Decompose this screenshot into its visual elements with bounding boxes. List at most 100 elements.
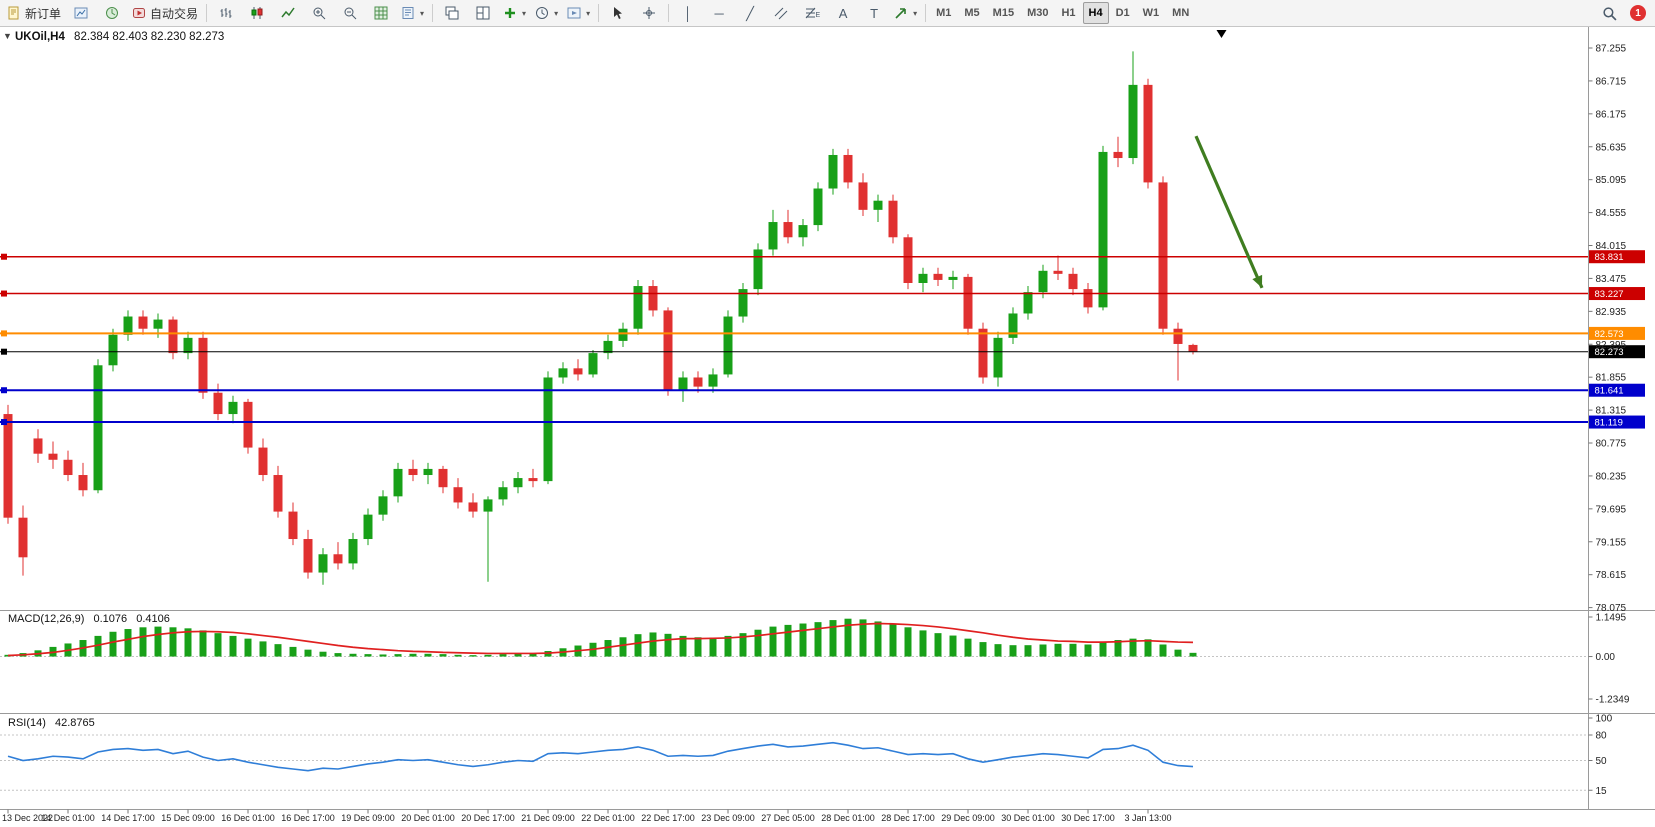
- time-axis-label[interactable]: 23 Dec 09:00: [701, 813, 755, 823]
- chart-shift-icon: [567, 7, 581, 19]
- time-axis-label[interactable]: 21 Dec 09:00: [521, 813, 575, 823]
- period-button[interactable]: ▾: [531, 1, 562, 25]
- cursor-tool-button[interactable]: [603, 1, 633, 25]
- chart-end-marker[interactable]: [1216, 30, 1227, 38]
- macd-histogram-bar: [664, 633, 672, 657]
- search-button[interactable]: [1594, 1, 1624, 25]
- fibonacci-tool-button[interactable]: E: [797, 1, 827, 25]
- save-template-button[interactable]: ▾: [397, 1, 428, 25]
- zoom-in-button[interactable]: [304, 1, 334, 25]
- candlestick: [678, 377, 688, 390]
- timeframe-button-M15[interactable]: M15: [992, 7, 1015, 19]
- macd-histogram-bar: [439, 654, 447, 657]
- time-axis-label[interactable]: 28 Dec 17:00: [881, 813, 935, 823]
- price-line-handle[interactable]: [1, 348, 7, 355]
- time-axis-label[interactable]: 27 Dec 05:00: [761, 813, 815, 823]
- chart-symbol-period: UKOil,H4: [15, 31, 65, 43]
- shapes-caret-icon: ▾: [913, 8, 918, 18]
- new-order-button[interactable]: 新订单: [3, 1, 65, 25]
- time-axis-label[interactable]: 15 Dec 09:00: [161, 813, 215, 823]
- channel-tool-button[interactable]: [766, 1, 796, 25]
- time-axis-label[interactable]: 30 Dec 01:00: [1001, 813, 1055, 823]
- candlestick: [873, 200, 883, 210]
- market-watch-button[interactable]: [97, 1, 127, 25]
- timeframe-button-D1[interactable]: D1: [1115, 7, 1130, 19]
- time-axis-label[interactable]: 30 Dec 17:00: [1061, 813, 1115, 823]
- timeframe-button-W1[interactable]: W1: [1142, 7, 1160, 19]
- price-line-handle[interactable]: [1, 387, 7, 394]
- time-axis-label[interactable]: 14 Dec 01:00: [41, 813, 95, 823]
- time-axis-label[interactable]: 16 Dec 01:00: [221, 813, 275, 823]
- time-axis-label[interactable]: 19 Dec 09:00: [341, 813, 395, 823]
- candlestick: [168, 319, 178, 354]
- price-line-handle[interactable]: [1, 253, 7, 260]
- notification-badge[interactable]: 1: [1630, 5, 1646, 21]
- macd-axis-label: 1.1495: [1596, 613, 1627, 624]
- timeframe-button-H1[interactable]: H1: [1061, 7, 1076, 19]
- tile-grid-button[interactable]: [366, 1, 396, 25]
- candlestick: [558, 368, 568, 378]
- macd-histogram-bar: [1054, 643, 1062, 657]
- one-click-trading-toggle[interactable]: ▼: [3, 31, 12, 41]
- candlestick: [468, 502, 478, 512]
- add-indicator-button[interactable]: ▾: [499, 1, 530, 25]
- candlestick-chart-type-button[interactable]: [242, 1, 272, 25]
- tile-windows-button[interactable]: [468, 1, 498, 25]
- vertical-line-tool-button[interactable]: │: [673, 1, 703, 25]
- price-line-handle[interactable]: [1, 330, 7, 337]
- horizontal-line-tool-button[interactable]: ─: [704, 1, 734, 25]
- macd-histogram-bar: [1114, 640, 1122, 657]
- price-axis-badge-label: 83.227: [1595, 289, 1624, 300]
- timeframe-button-H4[interactable]: H4: [1082, 2, 1109, 24]
- time-axis-label[interactable]: 22 Dec 01:00: [581, 813, 635, 823]
- auto-trading-button[interactable]: 自动交易: [128, 1, 202, 25]
- trendline-tool-button[interactable]: ╱: [735, 1, 765, 25]
- zoom-out-button[interactable]: [335, 1, 365, 25]
- macd-histogram-bar: [724, 635, 732, 657]
- macd-histogram-bar: [1144, 639, 1152, 657]
- macd-axis-label: 0.00: [1596, 652, 1616, 663]
- macd-histogram-bar: [784, 624, 792, 657]
- time-axis-label[interactable]: 20 Dec 01:00: [401, 813, 455, 823]
- line-chart-type-button[interactable]: [273, 1, 303, 25]
- timeframe-button-MN[interactable]: MN: [1172, 7, 1190, 19]
- macd-histogram-bar: [274, 644, 282, 657]
- bar-chart-type-button[interactable]: [211, 1, 241, 25]
- time-axis-label[interactable]: 3 Jan 13:00: [1124, 813, 1171, 823]
- candlestick: [393, 468, 403, 497]
- candlestick: [843, 154, 853, 183]
- price-line-handle[interactable]: [1, 290, 7, 297]
- time-axis-label[interactable]: 16 Dec 17:00: [281, 813, 335, 823]
- label-tool-button[interactable]: T: [859, 1, 889, 25]
- trend-arrow[interactable]: [1194, 135, 1264, 289]
- candlestick: [768, 222, 778, 250]
- crosshair-tool-button[interactable]: [634, 1, 664, 25]
- time-axis-label[interactable]: 28 Dec 01:00: [821, 813, 875, 823]
- time-axis-label[interactable]: 13 Dec 2022: [2, 813, 53, 823]
- macd-histogram-bar: [769, 626, 777, 657]
- charts-window-button[interactable]: [66, 1, 96, 25]
- macd-histogram-bar: [814, 622, 822, 657]
- candlestick: [708, 374, 718, 387]
- time-axis-label[interactable]: 14 Dec 17:00: [101, 813, 155, 823]
- timeframe-button-M5[interactable]: M5: [964, 7, 980, 19]
- candlestick: [1068, 273, 1078, 290]
- price-line-handle[interactable]: [1, 419, 7, 426]
- price-axis-label: 80.775: [1596, 439, 1627, 450]
- text-tool-button[interactable]: A: [828, 1, 858, 25]
- timeframe-button-M1[interactable]: M1: [936, 7, 952, 19]
- timeframe-button-M30[interactable]: M30: [1027, 7, 1049, 19]
- chart-shift-button[interactable]: ▾: [563, 1, 594, 25]
- cascade-windows-button[interactable]: [437, 1, 467, 25]
- rsi-indicator-label: RSI(14) 42.8765: [8, 717, 95, 729]
- time-axis-label[interactable]: 29 Dec 09:00: [941, 813, 995, 823]
- price-axis-badge: [1589, 415, 1645, 429]
- macd-histogram-bar: [394, 654, 402, 657]
- shapes-tool-button[interactable]: ▾: [890, 1, 921, 25]
- time-axis-label[interactable]: 22 Dec 17:00: [641, 813, 695, 823]
- time-axis-label[interactable]: 20 Dec 17:00: [461, 813, 515, 823]
- text-tool-icon: A: [838, 5, 848, 21]
- candlestick: [858, 182, 868, 210]
- template-caret-icon: ▾: [420, 8, 425, 18]
